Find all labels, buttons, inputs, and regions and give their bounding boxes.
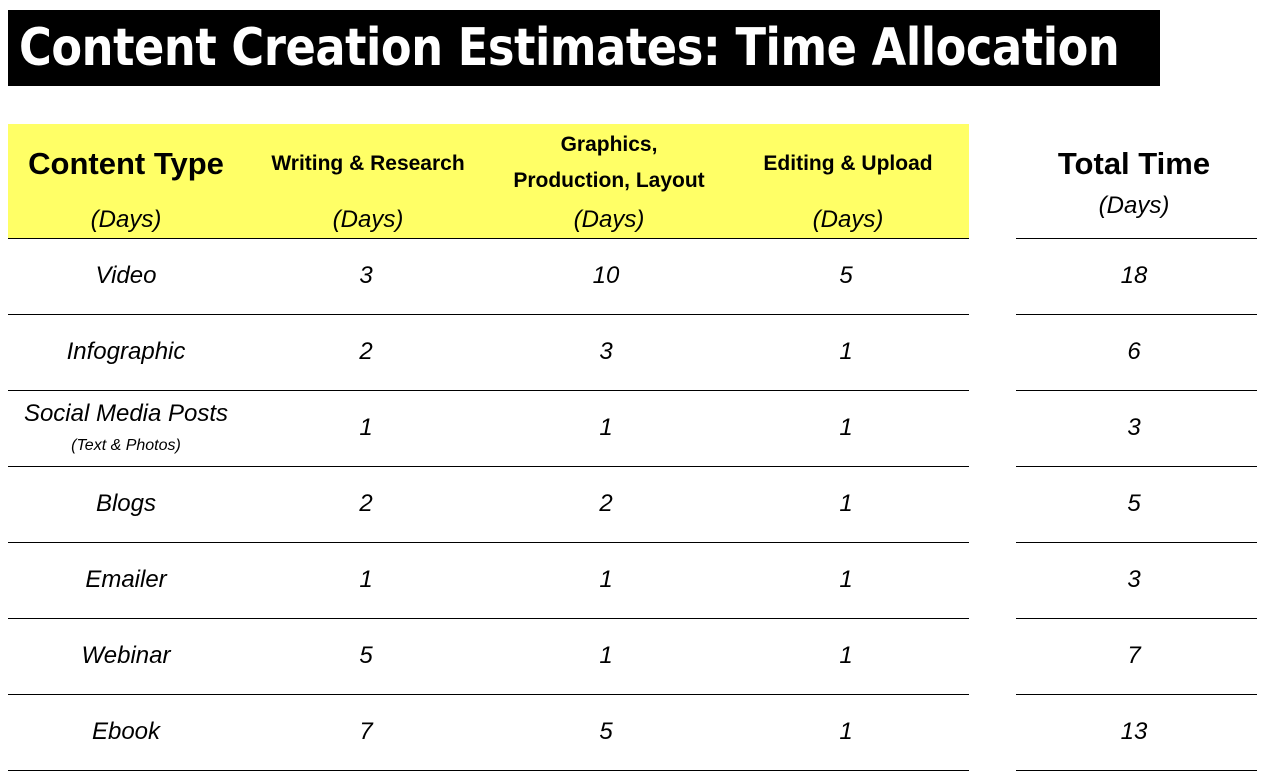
header-editing-upload-unit: (Days) (812, 206, 884, 233)
header-total-time: Total Time (Days) (1014, 124, 1254, 238)
header-graphics-line2: Production, Layout (513, 169, 705, 192)
writing-days-cell: 2 (359, 490, 373, 517)
header-content-type-label: Content Type (28, 146, 224, 181)
editing-days-cell: 1 (839, 414, 853, 441)
header-graphics-unit: (Days) (573, 206, 645, 233)
total-days-cell: 5 (1127, 490, 1141, 517)
graphics-days-cell: 2 (599, 490, 613, 517)
title-bar: Content Creation Estimates: Time Allocat… (8, 10, 1160, 86)
editing-days-cell: 1 (839, 338, 853, 365)
total-days-cell: 3 (1127, 566, 1141, 593)
header-divider-total (1016, 238, 1257, 239)
header-content-type-unit: (Days) (90, 206, 162, 233)
graphics-days-cell: 10 (592, 262, 620, 289)
header-total-time-unit: (Days) (1098, 192, 1170, 219)
graphics-days-cell: 1 (599, 414, 613, 441)
header-graphics-line1: Graphics, (560, 133, 658, 156)
row-divider-total (1016, 542, 1257, 543)
header-writing-research-unit: (Days) (332, 206, 404, 233)
content-type-cell: Infographic (66, 338, 186, 365)
row-divider (8, 314, 969, 315)
content-type-cell: Video (95, 262, 157, 289)
row-divider-total (1016, 618, 1257, 619)
writing-days-cell: 3 (359, 262, 373, 289)
total-days-cell: 18 (1120, 262, 1148, 289)
row-divider (8, 466, 969, 467)
graphics-days-cell: 5 (599, 718, 613, 745)
total-days-cell: 6 (1127, 338, 1141, 365)
header-writing-research: Writing & Research (Days) (248, 124, 488, 238)
row-divider (8, 618, 969, 619)
writing-days-cell: 1 (359, 566, 373, 593)
content-type-cell: Ebook (91, 718, 161, 745)
header-divider-main (8, 238, 969, 239)
header-graphics-production: Graphics, Production, Layout (Days) (489, 124, 729, 238)
writing-days-cell: 7 (359, 718, 373, 745)
total-days-cell: 3 (1127, 414, 1141, 441)
graphics-days-cell: 3 (599, 338, 613, 365)
row-divider (8, 770, 969, 771)
header-writing-research-label: Writing & Research (271, 152, 465, 175)
content-type-cell: Emailer (85, 566, 167, 593)
editing-days-cell: 1 (839, 642, 853, 669)
editing-days-cell: 5 (839, 262, 853, 289)
content-type-cell: Webinar (81, 642, 171, 669)
row-divider-total (1016, 466, 1257, 467)
editing-days-cell: 1 (839, 718, 853, 745)
total-days-cell: 7 (1127, 642, 1141, 669)
graphics-days-cell: 1 (599, 642, 613, 669)
editing-days-cell: 1 (839, 566, 853, 593)
row-divider (8, 694, 969, 695)
table-header-background (8, 124, 969, 238)
total-days-cell: 13 (1120, 718, 1148, 745)
header-total-time-label: Total Time (1057, 146, 1211, 181)
page-title: Content Creation Estimates: Time Allocat… (19, 18, 1120, 78)
content-type-subnote: (Text & Photos) (71, 437, 181, 454)
writing-days-cell: 5 (359, 642, 373, 669)
header-editing-upload-label: Editing & Upload (763, 152, 933, 175)
row-divider-total (1016, 770, 1257, 771)
writing-days-cell: 2 (359, 338, 373, 365)
content-type-cell: Social Media Posts (23, 400, 229, 427)
editing-days-cell: 1 (839, 490, 853, 517)
content-type-cell: Blogs (95, 490, 157, 517)
header-editing-upload: Editing & Upload (Days) (728, 124, 968, 238)
row-divider-total (1016, 314, 1257, 315)
graphics-days-cell: 1 (599, 566, 613, 593)
row-divider (8, 390, 969, 391)
row-divider-total (1016, 390, 1257, 391)
row-divider (8, 542, 969, 543)
writing-days-cell: 1 (359, 414, 373, 441)
row-divider-total (1016, 694, 1257, 695)
header-content-type: Content Type (Days) (6, 124, 246, 238)
